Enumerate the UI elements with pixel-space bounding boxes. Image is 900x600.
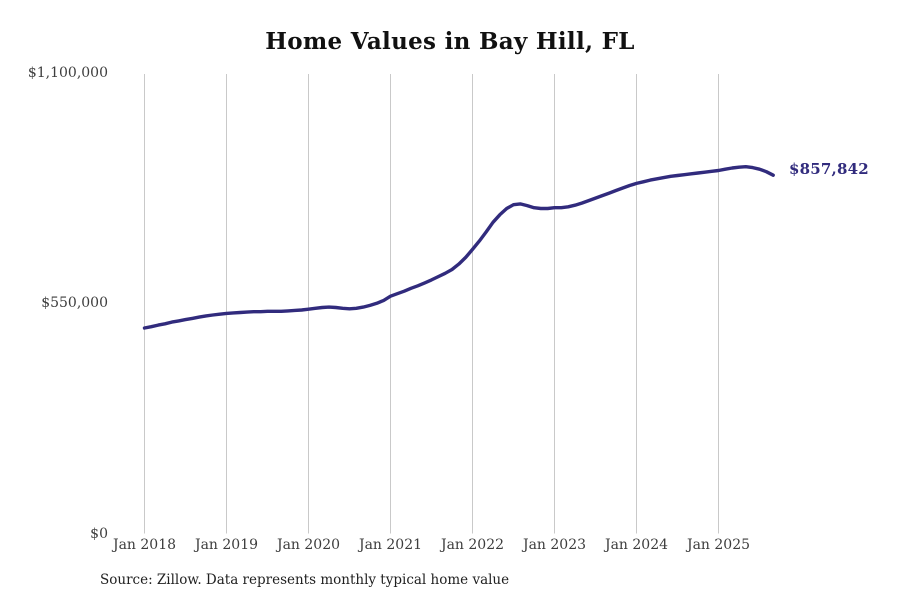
x-axis-tick-jan-2018: Jan 2018 [112,537,177,553]
x-axis-tick-jan-2025: Jan 2025 [686,537,751,553]
x-axis-tick-jan-2019: Jan 2019 [194,537,259,553]
y-axis-tick-1100000: $1,100,000 [27,65,108,81]
y-axis-tick-0: $0 [90,526,108,542]
y-axis-tick-550000: $550,000 [41,295,108,311]
source-attribution: Source: Zillow. Data represents monthly … [100,572,510,588]
x-axis-tick-jan-2020: Jan 2020 [276,537,341,553]
x-axis-tick-jan-2022: Jan 2022 [440,537,505,553]
home-value-series-line [142,165,775,330]
x-axis-tick-jan-2023: Jan 2023 [522,537,587,553]
x-axis-tick-jan-2024: Jan 2024 [604,537,669,553]
x-axis-tick-jan-2021: Jan 2021 [358,537,423,553]
current-value-label: $857,842 [789,160,869,178]
chart-title: Home Values in Bay Hill, FL [265,28,635,55]
